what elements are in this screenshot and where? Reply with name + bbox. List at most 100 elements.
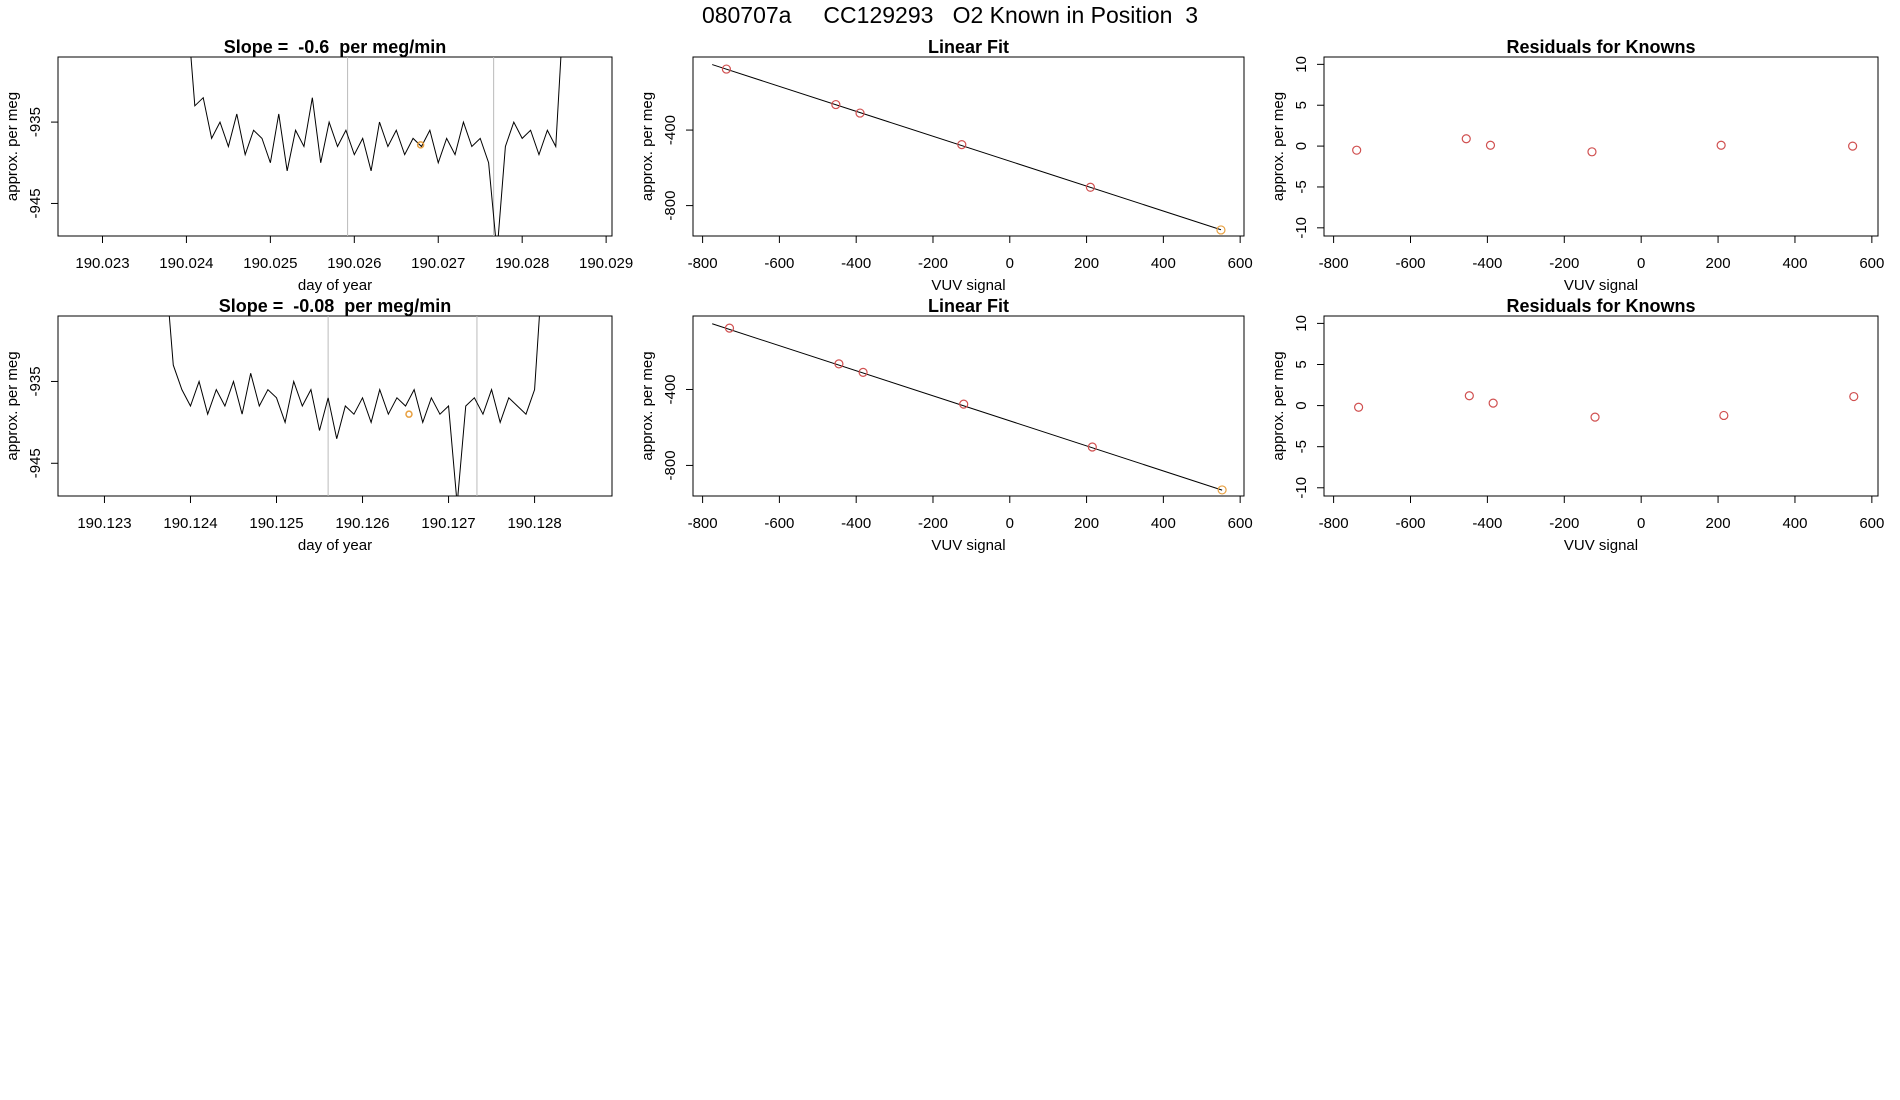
highlight-point [405,410,413,418]
x-tick-label: 600 [1859,255,1884,272]
panel: Residuals for Knowns VUV signal approx. pe… [1270,296,1884,554]
figure-title: 080707a CC129293 O2 Known in Position 3 [702,2,1198,28]
plot-area [1354,391,1859,422]
x-tick-label: -600 [1395,515,1425,532]
x-tick-label: 190.123 [77,515,131,532]
y-tick-label: 0 [1293,401,1310,409]
x-tick-label: 190.028 [495,255,549,272]
x-tick-label: 600 [1228,515,1253,532]
y-tick-label: -10 [1293,217,1310,239]
panel: Slope = -0.6 per meg/min day of year appro… [4,37,633,294]
plot-area [712,64,1226,235]
x-tick-label: 190.023 [75,255,129,272]
x-tick-label: 600 [1859,515,1884,532]
y-axis-label: approx. per meg [639,351,656,460]
panel-title: Slope = -0.6 per meg/min [224,37,447,57]
y-tick-label: -945 [27,188,44,218]
data-point [1590,412,1600,422]
x-tick-label: 200 [1706,515,1731,532]
data-point [1087,442,1097,452]
y-tick-label: -5 [1293,440,1310,453]
data-point [721,64,732,74]
x-tick-label: 600 [1228,255,1253,272]
data-point [1716,140,1726,150]
x-tick-label: -800 [1319,255,1349,272]
y-tick-label: -945 [27,448,44,478]
data-point [1352,145,1362,155]
x-tick-label: -200 [1549,255,1579,272]
x-tick-label: 400 [1151,255,1176,272]
data-point [1464,391,1474,401]
data-point [957,140,967,150]
fit-line [712,64,1222,231]
data-point [1719,410,1729,421]
y-tick-label: 5 [1293,101,1310,109]
data-point [831,99,841,110]
plot-area [190,57,562,236]
plot-area [168,316,540,496]
x-tick-label: 190.124 [163,515,217,532]
x-tick-label: 190.125 [249,515,303,532]
y-axis-label: approx. per meg [4,351,21,460]
y-tick-label: 5 [1293,360,1310,368]
data-point [834,359,844,369]
x-tick-label: 200 [1706,255,1731,272]
data-line [190,57,562,236]
data-point [1354,402,1364,412]
x-axis-label: VUV signal [1564,537,1638,554]
x-tick-label: 200 [1074,255,1099,272]
x-tick-label: 190.126 [335,515,389,532]
y-tick-label: -800 [662,191,679,221]
x-tick-label: 190.027 [411,255,465,272]
data-point [1488,398,1498,408]
x-tick-label: 190.026 [327,255,381,272]
x-tick-label: 190.025 [243,255,297,272]
x-axis-label: VUV signal [931,277,1005,294]
plot-frame [1323,56,1879,237]
x-tick-label: 0 [1637,255,1645,272]
data-line [168,316,540,496]
highlight-point [416,141,425,149]
plot-area [1352,134,1858,157]
x-axis-label: day of year [298,277,372,294]
panel: Linear Fit VUV signal approx. per meg -800 -… [639,37,1253,294]
data-point [724,323,735,333]
x-tick-label: 0 [1006,515,1014,532]
data-point [1587,147,1597,157]
x-tick-label: -800 [688,255,718,272]
x-tick-label: -400 [1472,255,1502,272]
y-tick-label: 10 [1293,56,1310,73]
plot-area [712,323,1227,495]
x-tick-label: -400 [841,515,871,532]
panel-title: Linear Fit [928,296,1009,316]
x-tick-label: 190.029 [579,255,633,272]
data-point [1217,485,1227,495]
x-tick-label: 400 [1151,515,1176,532]
y-axis-label: approx. per meg [1270,351,1287,460]
data-point [1848,141,1858,151]
panel-title: Slope = -0.08 per meg/min [219,296,452,316]
panel: Linear Fit VUV signal approx. per meg -800 -… [639,296,1253,554]
panel: Residuals for Knowns VUV signal approx. pe… [1270,37,1884,294]
plot-frame [1323,315,1879,497]
data-point [1485,140,1496,150]
data-point [959,399,969,409]
y-tick-label: -400 [662,115,679,145]
x-tick-label: 400 [1782,255,1807,272]
y-tick-label: -400 [662,374,679,404]
x-tick-label: -200 [918,515,948,532]
data-point [1461,134,1471,144]
plot-frame [692,315,1245,497]
y-tick-label: -800 [662,450,679,480]
x-tick-label: -600 [764,255,794,272]
x-tick-label: -400 [841,255,871,272]
panel-title: Residuals for Knowns [1506,37,1695,57]
x-tick-label: -200 [1549,515,1579,532]
x-tick-label: 190.128 [507,515,561,532]
y-axis-label: approx. per meg [1270,92,1287,201]
x-tick-label: 190.024 [159,255,213,272]
x-tick-label: -600 [1395,255,1425,272]
y-tick-label: 10 [1293,315,1310,332]
x-tick-label: -400 [1472,515,1502,532]
